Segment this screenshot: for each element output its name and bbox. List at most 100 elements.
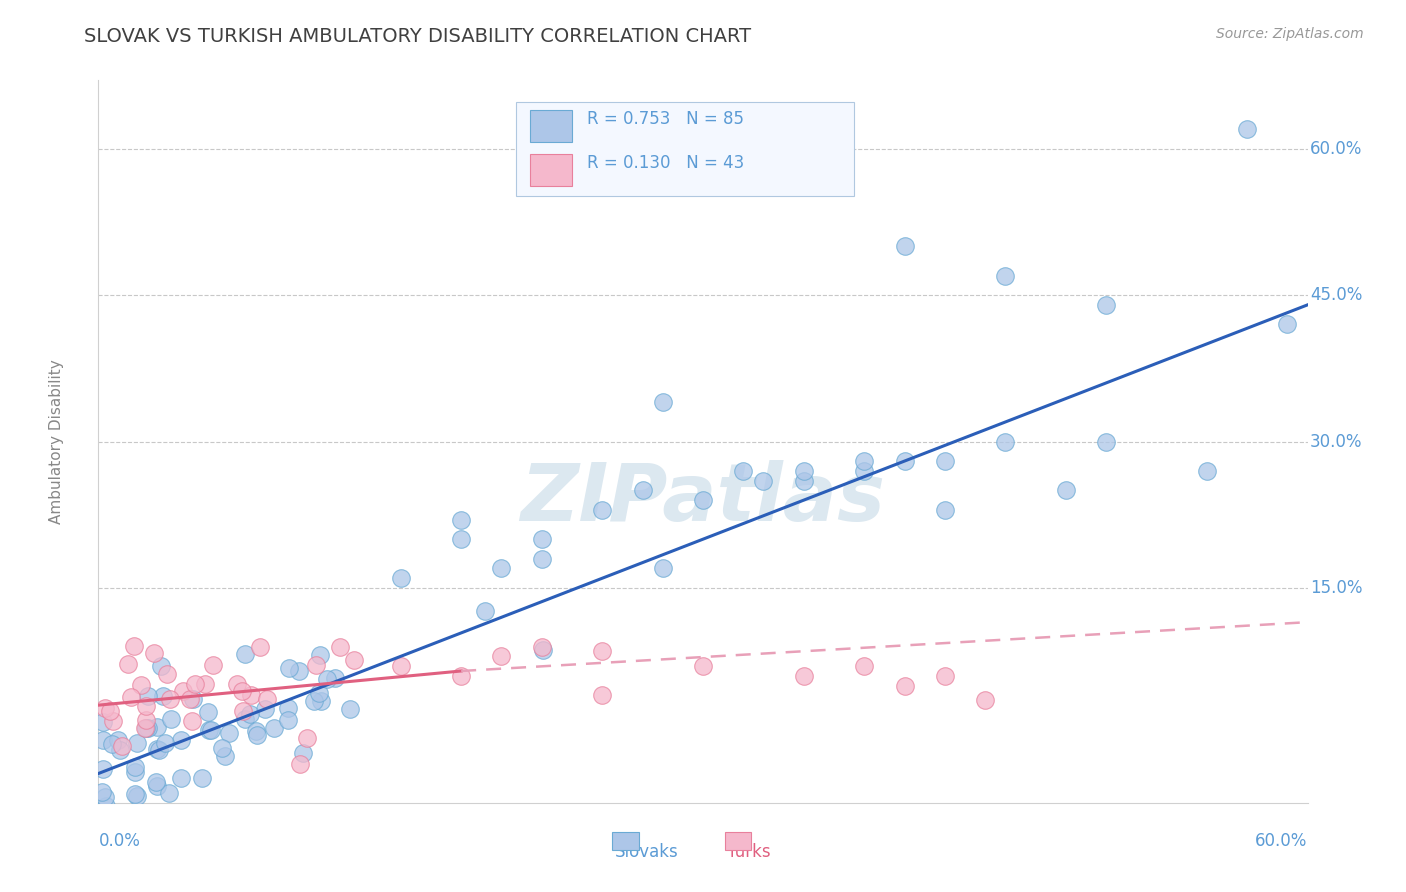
Point (91, 733, 114, 747)
Point (1095, 298, 1118, 312)
Bar (530, 153, 572, 186)
Point (197, 705, 219, 719)
Point (752, 474, 775, 488)
Point (145, 774, 167, 789)
Point (159, 712, 181, 726)
Point (277, 713, 299, 727)
Point (474, 604, 496, 618)
Point (651, 561, 673, 575)
Point (159, 691, 181, 706)
Point (146, 779, 169, 793)
Point (90, 785, 112, 799)
Point (530, 640, 553, 654)
Point (343, 653, 366, 667)
Point (853, 464, 876, 478)
Point (169, 772, 191, 786)
Point (96, 798, 118, 813)
Point (339, 702, 361, 716)
Point (994, 268, 1017, 283)
Text: 60.0%: 60.0% (1256, 831, 1308, 850)
Point (304, 694, 326, 708)
Point (263, 721, 285, 735)
Point (974, 693, 997, 707)
Text: R = 0.753   N = 85: R = 0.753 N = 85 (586, 110, 744, 128)
Point (135, 721, 157, 735)
Point (124, 787, 146, 801)
Point (146, 741, 169, 756)
Point (631, 483, 654, 498)
Point (853, 659, 876, 673)
Point (136, 689, 159, 703)
FancyBboxPatch shape (516, 102, 855, 196)
Text: SLOVAK VS TURKISH AMBULATORY DISABILITY CORRELATION CHART: SLOVAK VS TURKISH AMBULATORY DISABILITY … (84, 27, 751, 45)
Point (136, 721, 159, 735)
Point (305, 658, 328, 673)
Point (591, 689, 613, 703)
Point (200, 723, 222, 738)
Point (256, 692, 278, 706)
Point (277, 700, 299, 714)
Point (170, 732, 193, 747)
Point (111, 739, 134, 753)
Point (793, 474, 815, 488)
Point (135, 713, 157, 727)
Point (450, 669, 472, 683)
Text: R = 0.130   N = 43: R = 0.130 N = 43 (586, 153, 744, 172)
Point (491, 561, 513, 575)
Point (197, 723, 219, 737)
Point (124, 890, 146, 892)
Point (1095, 434, 1118, 449)
Point (124, 759, 146, 773)
Point (127, 789, 149, 803)
Bar (530, 110, 572, 142)
Point (172, 684, 194, 698)
Point (793, 669, 815, 683)
Point (278, 661, 301, 675)
Point (692, 493, 714, 508)
Point (288, 756, 311, 771)
Point (239, 688, 262, 702)
Point (1195, 464, 1218, 478)
Point (139, 835, 162, 849)
Point (100, 704, 122, 718)
Point (1054, 483, 1077, 498)
Bar (613, 832, 638, 850)
Point (249, 640, 271, 654)
Point (1277, 318, 1299, 332)
Point (184, 677, 207, 691)
Bar (724, 832, 751, 850)
Point (692, 659, 714, 673)
Point (531, 642, 554, 657)
Text: Turks: Turks (727, 843, 770, 861)
Text: Ambulatory Disability: Ambulatory Disability (49, 359, 63, 524)
Point (233, 712, 256, 726)
Point (308, 686, 330, 700)
Point (245, 724, 267, 739)
Point (134, 721, 156, 735)
Point (733, 464, 755, 478)
Point (124, 764, 146, 779)
Point (179, 691, 201, 706)
Point (149, 659, 172, 673)
Point (491, 649, 513, 664)
Point (190, 771, 212, 785)
Point (148, 742, 170, 756)
Point (893, 679, 915, 693)
Point (231, 683, 253, 698)
Point (143, 646, 166, 660)
Text: 45.0%: 45.0% (1310, 286, 1362, 304)
Point (793, 464, 815, 478)
Point (309, 694, 332, 708)
Point (146, 720, 169, 734)
Point (246, 728, 269, 742)
Point (530, 551, 553, 566)
Point (232, 704, 254, 718)
Point (181, 691, 204, 706)
Text: 15.0%: 15.0% (1310, 579, 1362, 597)
Point (316, 672, 339, 686)
Point (107, 732, 129, 747)
Point (994, 434, 1017, 449)
Point (254, 702, 277, 716)
Point (214, 749, 236, 764)
Point (211, 740, 233, 755)
